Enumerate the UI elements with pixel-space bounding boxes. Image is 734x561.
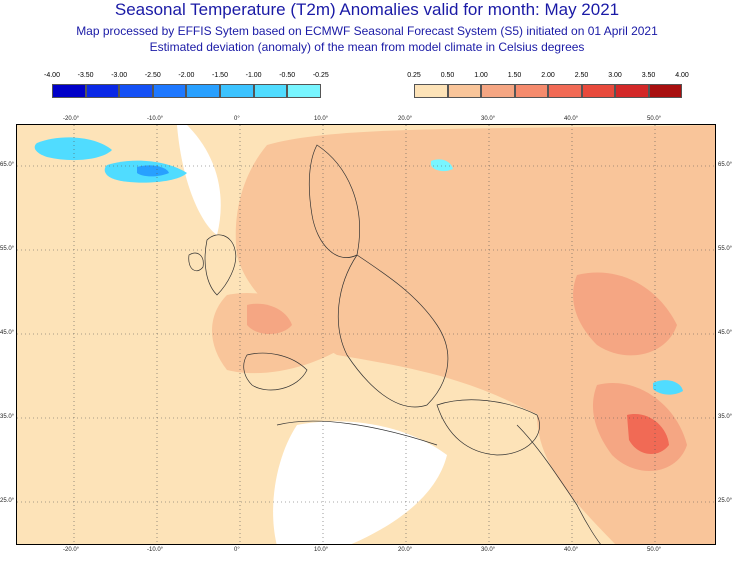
legend-negative-swatch bbox=[253, 84, 288, 98]
legend-negative-tick-label: -0.50 bbox=[279, 72, 296, 79]
legend-negative-swatch bbox=[119, 84, 153, 98]
lon-label: 40.0° bbox=[564, 116, 579, 122]
legend-positive-tick-label: 2.50 bbox=[574, 72, 589, 79]
lat-label: 35.0° bbox=[0, 414, 15, 420]
legend-positive-swatch bbox=[514, 84, 548, 98]
lon-label: 50.0° bbox=[647, 547, 662, 553]
lon-label: 50.0° bbox=[647, 116, 662, 122]
lon-label: 40.0° bbox=[564, 547, 579, 553]
legend-positive-tick-label: 4.00 bbox=[675, 72, 689, 79]
lon-label: -10.0° bbox=[147, 547, 164, 553]
lon-label: 0° bbox=[234, 116, 240, 122]
legend-positive-tick-label: 0.25 bbox=[407, 72, 421, 79]
map-canvas bbox=[17, 125, 715, 544]
legend-negative-swatch bbox=[152, 84, 187, 98]
subtitle-line-2: Estimated deviation (anomaly) of the mea… bbox=[149, 40, 585, 54]
lat-label: 45.0° bbox=[718, 330, 733, 336]
legend-positive-swatch bbox=[447, 84, 481, 98]
legend-negative-tick-label: -1.00 bbox=[245, 72, 262, 79]
legend-positive-swatch bbox=[481, 84, 515, 98]
lon-label: -20.0° bbox=[63, 116, 80, 122]
legend-positive-tick-label: 3.50 bbox=[641, 72, 656, 79]
legend-negative-tick-label: -3.00 bbox=[111, 72, 128, 79]
legend-positive-swatch bbox=[615, 84, 649, 98]
anomaly-map bbox=[16, 124, 716, 545]
lat-label: 25.0° bbox=[0, 498, 15, 504]
legend-negative-tick-label: -3.50 bbox=[77, 72, 94, 79]
lon-label: 20.0° bbox=[398, 116, 413, 122]
legend-negative-swatch bbox=[220, 84, 254, 98]
lat-label: 55.0° bbox=[0, 246, 15, 252]
lon-label: 10.0° bbox=[314, 547, 329, 553]
lon-label: 30.0° bbox=[481, 116, 496, 122]
legend-positive-tick-label: 3.00 bbox=[608, 72, 622, 79]
lon-label: 10.0° bbox=[314, 116, 329, 122]
legend-negative-tick-label: -2.00 bbox=[178, 72, 195, 79]
legend-negative-swatch bbox=[52, 84, 86, 98]
lon-label: -10.0° bbox=[147, 116, 164, 122]
page-title: Seasonal Temperature (T2m) Anomalies val… bbox=[114, 0, 620, 19]
lon-label: 20.0° bbox=[398, 547, 413, 553]
legend-negative-swatch bbox=[186, 84, 220, 98]
lat-label: 65.0° bbox=[0, 162, 15, 168]
legend-positive-swatch bbox=[648, 84, 682, 98]
lon-label: 0° bbox=[234, 547, 240, 553]
legend-positive-tick-label: 2.00 bbox=[541, 72, 555, 79]
legend-negative-tick-label: -2.50 bbox=[144, 72, 161, 79]
legend-positive-tick-label: 1.50 bbox=[507, 72, 522, 79]
lat-label: 45.0° bbox=[0, 330, 15, 336]
legend-negative-tick-label: -1.50 bbox=[212, 72, 228, 79]
legend-positive-tick-label: 1.00 bbox=[474, 72, 488, 79]
lat-label: 55.0° bbox=[718, 246, 733, 252]
legend-negative-tick-label: -0.25 bbox=[312, 72, 329, 79]
legend-positive-swatch bbox=[548, 84, 582, 98]
lat-label: 35.0° bbox=[718, 414, 733, 420]
lon-label: 30.0° bbox=[481, 547, 496, 553]
legend-negative-tick-label: -4.00 bbox=[44, 72, 60, 79]
legend-negative-swatch bbox=[287, 84, 321, 98]
lat-label: 65.0° bbox=[718, 162, 733, 168]
lat-label: 25.0° bbox=[718, 498, 733, 504]
subtitle-line-1: Map processed by EFFIS Sytem based on EC… bbox=[76, 24, 658, 38]
legend-positive-tick-label: 0.50 bbox=[440, 72, 455, 79]
lon-label: -20.0° bbox=[63, 547, 80, 553]
legend-positive-swatch bbox=[414, 84, 448, 98]
legend-positive-swatch bbox=[581, 84, 615, 98]
legend-negative-swatch bbox=[85, 84, 120, 98]
